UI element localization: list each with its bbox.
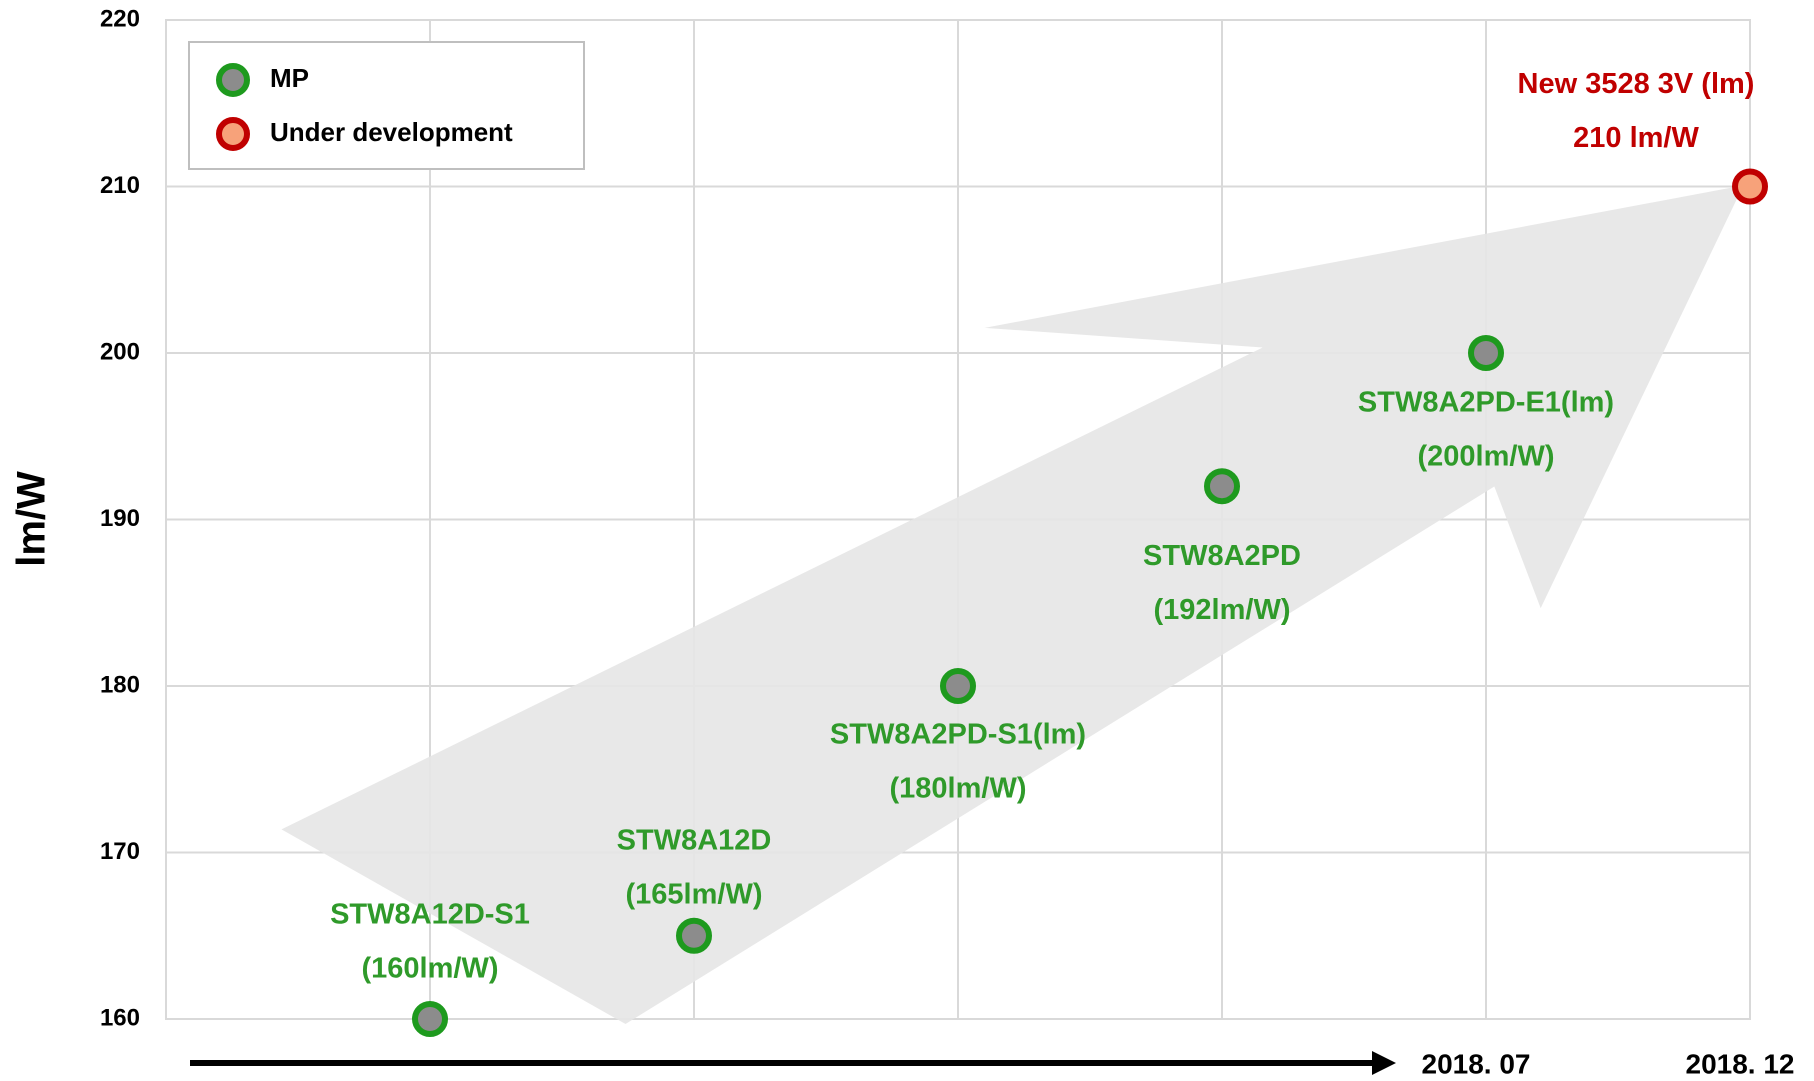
y-tick-label: 200 [100,338,140,365]
legend-box [188,41,585,170]
time-arrow-head [1372,1051,1396,1075]
y-tick-label: 190 [100,505,140,532]
value-label: (160lm/W) [362,953,499,985]
legend-label: MP [270,63,309,93]
value-label: (165lm/W) [626,878,763,910]
x-tick-label: 2018. 12 [1686,1048,1795,1079]
legend-label: Under development [270,117,513,147]
value-label: (180lm/W) [890,773,1027,805]
data-point [1204,468,1240,505]
y-tick-label: 210 [100,172,140,199]
y-tick-label: 180 [100,671,140,698]
trend-arrow [281,185,1744,1025]
x-tick-label: 2018. 07 [1422,1048,1531,1079]
data-point [940,668,976,704]
point-label: STW8A12D [617,824,772,856]
y-tick-label: 160 [100,1004,140,1031]
legend-marker [216,63,250,97]
value-label: (192lm/W) [1154,594,1291,626]
data-point [412,1001,448,1037]
data-point [1468,335,1504,371]
legend-marker [216,117,250,151]
point-label: STW8A2PD-E1(lm) [1358,387,1614,419]
point-label: STW8A2PD-S1(lm) [830,719,1086,751]
legend: MP Under development [188,41,585,170]
value-label: 210 lm/W [1573,122,1699,154]
data-point [676,917,712,954]
point-label: STW8A2PD [1143,540,1301,572]
data-point [1732,168,1768,205]
point-label: New 3528 3V (lm) [1518,68,1755,100]
y-axis-label: lm/W [10,471,54,567]
point-label: STW8A12D-S1 [330,899,530,931]
y-tick-label: 220 [100,5,140,32]
y-tick-label: 170 [100,838,140,865]
value-label: (200lm/W) [1418,441,1555,473]
